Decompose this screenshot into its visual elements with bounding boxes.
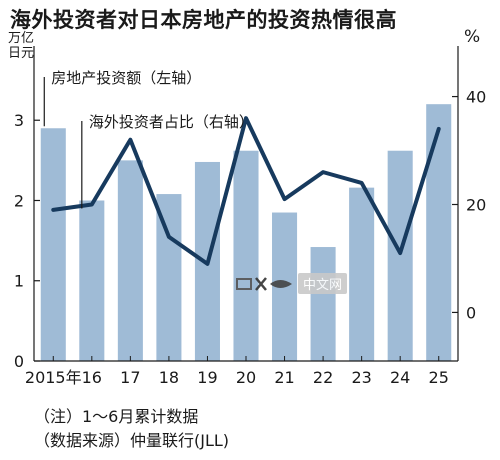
bar	[233, 150, 259, 361]
bar	[426, 104, 452, 361]
line-point	[51, 208, 55, 212]
x-tick-label: 25	[429, 368, 449, 387]
line-point	[128, 138, 132, 142]
left-tick-label: 1	[14, 272, 24, 291]
bar	[387, 150, 413, 361]
x-tick-label: 17	[120, 368, 140, 387]
x-tick-label: 22	[313, 368, 333, 387]
legend-bar-label: 房地产投资额（左轴）	[51, 69, 201, 87]
bar	[310, 247, 336, 361]
x-tick-label: 20	[236, 368, 256, 387]
line-point	[283, 197, 287, 201]
x-tick-label: 18	[159, 368, 179, 387]
left-axis-unit: 万亿日元	[7, 31, 34, 61]
line-point	[244, 116, 248, 120]
legend: 房地产投资额（左轴） 海外投资者占比（右轴）	[43, 69, 254, 209]
left-tick-label: 3	[14, 111, 24, 130]
right-tick-label: 20	[466, 196, 486, 215]
right-axis-unit: %	[464, 27, 481, 47]
watermark-logo-icon	[236, 276, 292, 291]
left-tick-label: 2	[14, 191, 24, 210]
x-tick-label: 23	[351, 368, 371, 387]
chart-title: 海外投资者对日本房地产的投资热情很高	[10, 8, 397, 32]
line-series	[51, 116, 441, 266]
bar	[349, 187, 375, 361]
left-tick-label: 0	[14, 352, 24, 371]
bar	[117, 160, 143, 361]
right-tick-label: 40	[466, 88, 486, 107]
line-point	[90, 203, 94, 206]
bar	[79, 200, 105, 361]
line-point	[437, 127, 441, 131]
watermark: 中文网	[236, 273, 348, 294]
watermark-text: 中文网	[298, 273, 348, 294]
legend-line-label: 海外投资者占比（右轴）	[89, 113, 254, 131]
x-tick-label: 24	[390, 368, 410, 387]
footnote: （注）1～6月累计数据	[34, 407, 199, 426]
line-point	[205, 262, 209, 266]
x-tick-label: 16	[82, 368, 102, 387]
right-tick-label: 0	[466, 303, 476, 322]
bar	[156, 194, 182, 361]
x-tick-label: 2015年	[25, 368, 82, 387]
x-tick-label: 21	[274, 368, 294, 387]
data-source: （数据来源）仲量联行(JLL)	[34, 431, 230, 450]
line-point	[321, 170, 325, 174]
line-point	[360, 181, 364, 185]
bar	[40, 128, 66, 361]
line-point	[167, 235, 171, 239]
line-point	[398, 251, 402, 255]
x-tick-label: 19	[197, 368, 217, 387]
bar-series	[40, 104, 452, 361]
